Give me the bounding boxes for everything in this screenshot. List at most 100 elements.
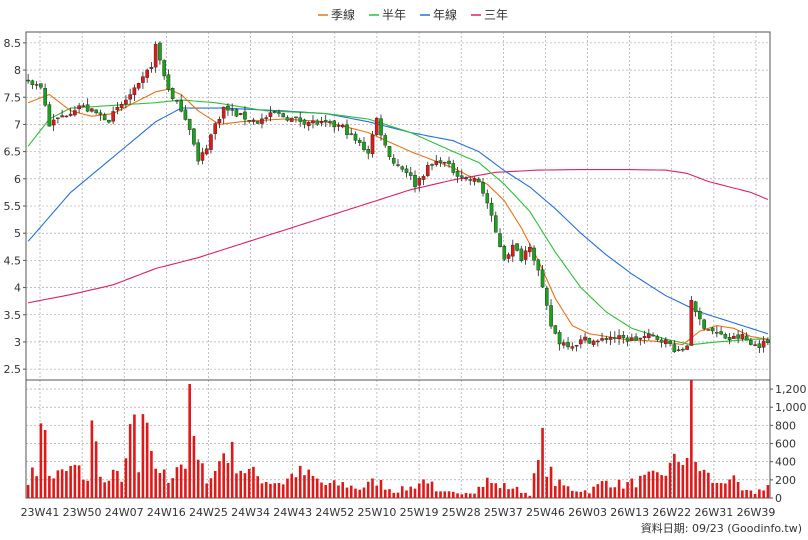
x-tick-label: 24W25 (189, 506, 228, 519)
volume-tick-label: 1,200 (775, 383, 807, 396)
volume-bar (273, 483, 277, 498)
volume-bar (39, 423, 43, 498)
volume-bar (230, 441, 234, 498)
volume-tick-label: 200 (775, 474, 796, 487)
candle-body (472, 178, 477, 182)
candle-body (442, 161, 447, 164)
volume-bar (515, 486, 519, 498)
x-tick-label: 24W52 (315, 506, 354, 519)
candle-body (217, 118, 222, 124)
x-tick-label: 23W50 (63, 506, 102, 519)
candle-body (604, 338, 609, 340)
candle-body (141, 76, 145, 83)
volume-tick-label: 400 (775, 456, 796, 469)
candle-body (502, 246, 507, 260)
candle-body (30, 80, 35, 85)
volume-bar (345, 487, 349, 498)
volume-bar (82, 479, 85, 498)
candle-body (132, 87, 137, 95)
price-axis: 2.5 3 3.5 4 4.5 5 5.5 6 6.5 7 7.5 8 8.5 (4, 37, 26, 376)
volume-bar (60, 469, 64, 498)
volume-bar (728, 479, 731, 498)
candle-body (693, 301, 698, 313)
candle-body (90, 108, 94, 112)
candle-body (583, 336, 587, 341)
volume-bar (145, 422, 149, 498)
candle-body (672, 344, 677, 352)
volume-bar (52, 478, 55, 498)
volume-bar (732, 475, 736, 498)
volume-bar (524, 492, 527, 498)
candle-body (315, 120, 320, 125)
volume-bar (48, 475, 51, 498)
volume-bar (681, 465, 685, 498)
candle-body (281, 113, 286, 118)
price-tick-label: 4.5 (4, 254, 22, 267)
volume-bar (426, 483, 430, 498)
candle-body (587, 338, 592, 344)
volume-bar (150, 450, 153, 498)
volume-bar (502, 483, 506, 498)
volume-bar (673, 453, 676, 498)
candle-body (570, 346, 575, 349)
volume-bar (447, 491, 451, 498)
volume-bar (396, 492, 400, 498)
candle-body (698, 311, 702, 320)
candle-body (115, 106, 120, 111)
volume-bar (332, 480, 336, 498)
candle-body (387, 146, 392, 157)
candle-body (506, 254, 511, 259)
candle-body (417, 178, 422, 186)
candle-body (277, 112, 281, 114)
volume-bar (307, 469, 311, 498)
volume-bar (481, 486, 485, 498)
volume-bar (205, 483, 208, 498)
volume-bar (162, 469, 166, 498)
volume-bar (141, 414, 145, 498)
volume-bar (137, 472, 140, 498)
candle-body (634, 336, 638, 341)
volume-bar (341, 482, 345, 498)
volume-bar (226, 462, 230, 498)
volume-bar (379, 479, 383, 498)
volume-bar (422, 479, 425, 498)
x-tick-label: 26W03 (568, 506, 607, 519)
volume-bar (605, 480, 608, 498)
grid (26, 32, 770, 498)
candle-body (549, 305, 553, 327)
volume-bar (247, 468, 251, 498)
candle-body (651, 334, 655, 337)
candle-body (744, 335, 749, 341)
volume-bar (120, 481, 123, 498)
volume-bar (749, 490, 753, 498)
candle-body (715, 332, 719, 334)
volume-bar (571, 490, 574, 498)
volume-bar (328, 483, 332, 498)
candle-body (192, 128, 196, 145)
volume-bar (579, 491, 583, 498)
volume-bar (736, 481, 740, 498)
candle-body (630, 337, 634, 341)
candle-body (289, 117, 294, 122)
volume-bar (575, 491, 578, 498)
volume-bar (252, 466, 255, 498)
candle-body (613, 337, 617, 339)
volume-tick-label: 600 (775, 438, 796, 451)
volume-bar (417, 483, 421, 498)
plot-frame (25, 31, 771, 499)
candle-body (175, 100, 179, 102)
candle-body (357, 140, 362, 143)
volume-bar (545, 476, 549, 498)
candle-body (515, 243, 519, 251)
volume-bar (630, 478, 634, 498)
volume-bar (392, 492, 396, 498)
volume-bar (35, 476, 38, 498)
volume-bar (451, 491, 455, 498)
candle-body (468, 179, 473, 181)
volume-bar (664, 475, 668, 498)
volume-bar (128, 424, 132, 498)
volume-bar (600, 481, 604, 498)
volume-bar (311, 475, 315, 498)
candle-body (596, 340, 600, 343)
volume-bar (388, 489, 391, 498)
